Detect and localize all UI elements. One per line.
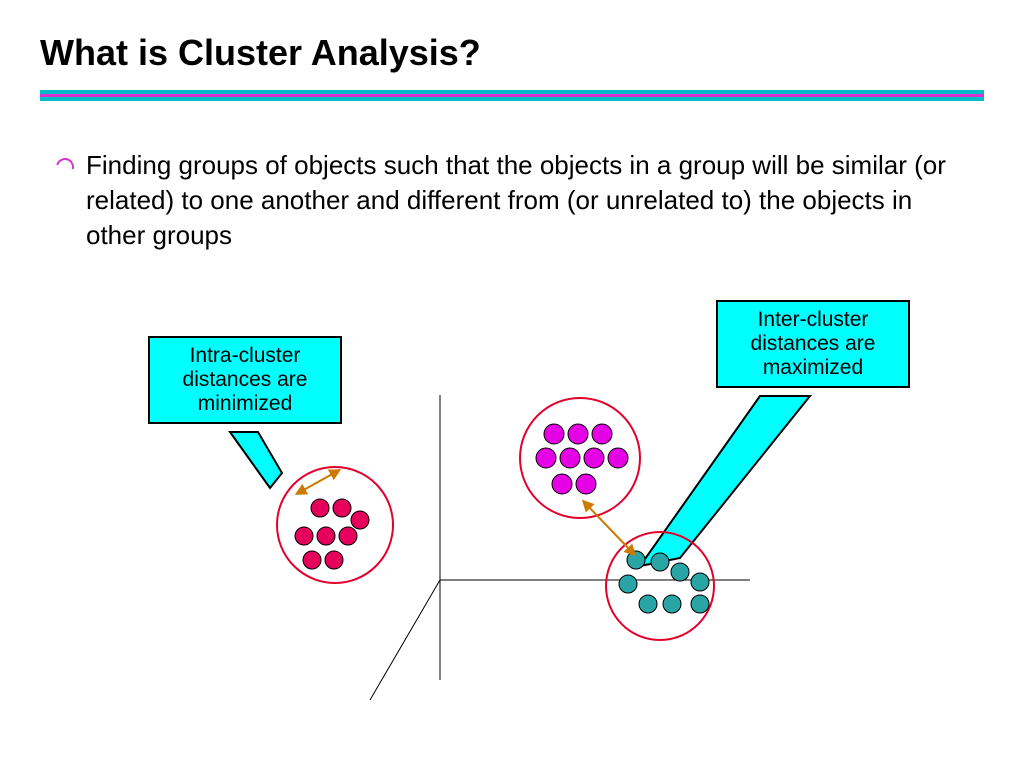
cluster-a-point — [295, 527, 313, 545]
axis-line — [370, 580, 440, 700]
cluster-c-point — [627, 551, 645, 569]
cluster-b-point — [536, 448, 556, 468]
callout-inter-cluster: Inter-cluster distances are maximized — [716, 300, 910, 388]
cluster-c-point — [619, 575, 637, 593]
cluster-c-point — [691, 595, 709, 613]
cluster-a-point — [311, 499, 329, 517]
callout-intra-line3: minimized — [160, 392, 330, 416]
cluster-b-point — [552, 474, 572, 494]
cluster-a-point — [303, 551, 321, 569]
cluster-b-point — [568, 424, 588, 444]
cluster-c-point — [663, 595, 681, 613]
callout-inter-line3: maximized — [728, 356, 898, 380]
cluster-b-point — [584, 448, 604, 468]
cluster-c-point — [651, 553, 669, 571]
cluster-c-point — [639, 595, 657, 613]
callout-intra-line1: Intra-cluster — [160, 344, 330, 368]
cluster-b-point — [544, 424, 564, 444]
cluster-a-point — [339, 527, 357, 545]
cluster-b-point — [592, 424, 612, 444]
callout-tail-inter — [640, 396, 810, 566]
cluster-c-point — [671, 563, 689, 581]
cluster-b-point — [608, 448, 628, 468]
callout-intra-line2: distances are — [160, 368, 330, 392]
callout-inter-line2: distances are — [728, 332, 898, 356]
cluster-a-point — [333, 499, 351, 517]
cluster-a-point — [351, 511, 369, 529]
callout-inter-line1: Inter-cluster — [728, 308, 898, 332]
callout-tail-intra — [230, 432, 282, 488]
cluster-a-point — [317, 527, 335, 545]
cluster-c-point — [691, 573, 709, 591]
cluster-b-point — [576, 474, 596, 494]
cluster-a-point — [325, 551, 343, 569]
cluster-b-point — [560, 448, 580, 468]
callout-intra-cluster: Intra-cluster distances are minimized — [148, 336, 342, 424]
